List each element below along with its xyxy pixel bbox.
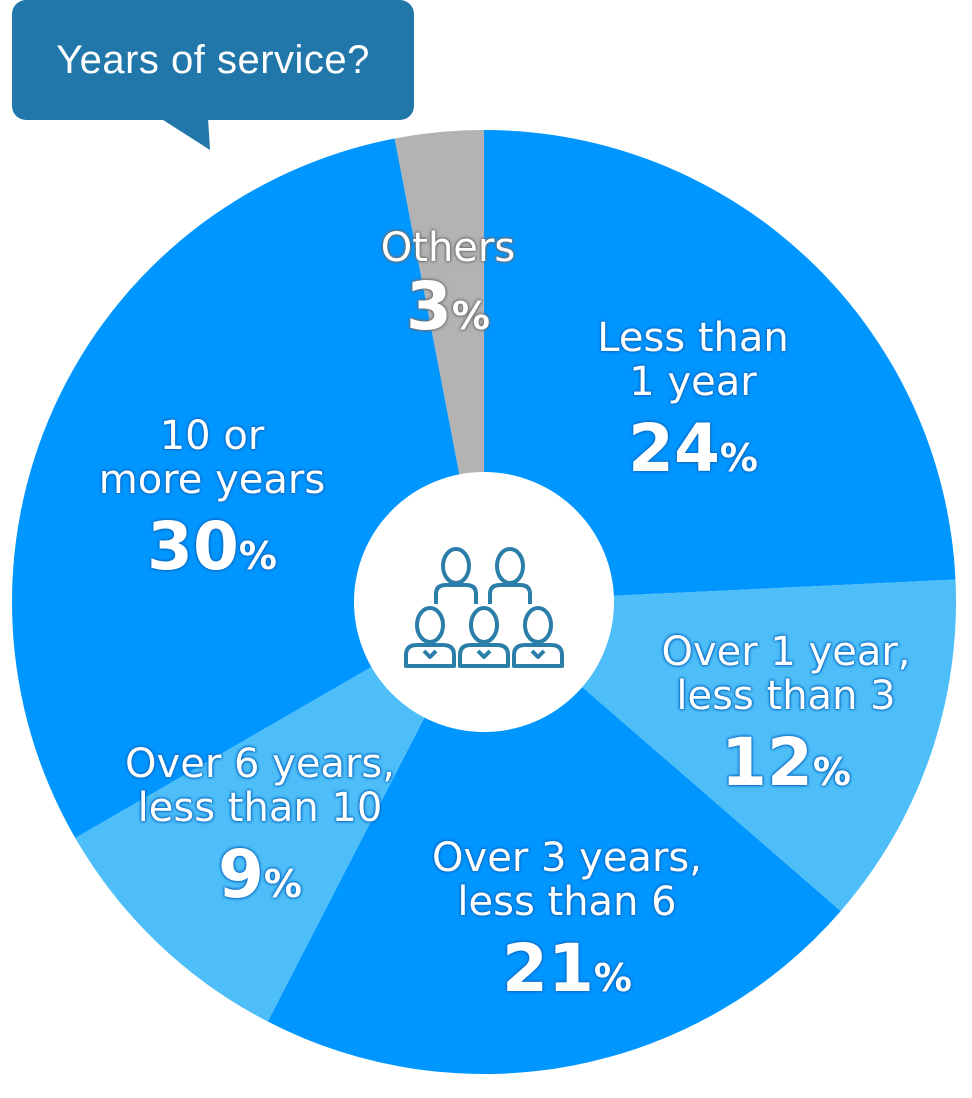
slice-name: 10 or: [159, 413, 265, 459]
people-group-icon: [404, 547, 564, 668]
slice-percentage: 9%: [217, 836, 303, 913]
label-over-3-years: Over 3 years, less than 6 21%: [432, 836, 702, 1013]
slice-name: 1 year: [629, 359, 757, 405]
slice-name: less than 10: [137, 785, 383, 831]
pie-slice-10-or-more-years: [11, 138, 484, 838]
label-over-6-years: Over 6 years, less than 10 9%: [125, 742, 395, 919]
pie-slice-over-1-year-less-than-3: [484, 579, 956, 912]
pie-slice-over-3-years-less-than-6: [267, 602, 841, 1074]
slice-name: Over 1 year,: [661, 629, 911, 675]
pie-slice-less-than-1-year: [484, 130, 956, 602]
label-over-1-year: Over 1 year, less than 3 12%: [661, 630, 910, 807]
slice-percentage: 21%: [502, 930, 632, 1007]
label-10-or-more-years: 10 or more years 30%: [99, 414, 325, 591]
slice-name: less than 3: [676, 673, 896, 719]
slice-percentage: 30%: [147, 508, 277, 585]
slice-percentage: 24%: [628, 410, 758, 487]
slice-name: Others: [380, 225, 516, 271]
question-title: Years of service?: [56, 37, 370, 82]
pie-slice-over-6-years-less-than-10: [75, 602, 484, 1022]
slice-percentage: 3%: [405, 268, 491, 345]
slice-name: Over 3 years,: [432, 835, 702, 881]
pie-slices: [11, 130, 956, 1074]
center-hole: [354, 472, 614, 732]
slice-percentage: 12%: [721, 724, 851, 801]
label-less-than-1-year: Less than 1 year 24%: [597, 316, 788, 493]
slice-name: Less than: [597, 315, 789, 361]
slice-name: more years: [98, 457, 326, 503]
slice-name: Over 6 years,: [125, 741, 395, 787]
question-callout: [12, 0, 414, 150]
label-others: Others 3%: [381, 226, 515, 351]
slice-name: less than 6: [457, 879, 677, 925]
